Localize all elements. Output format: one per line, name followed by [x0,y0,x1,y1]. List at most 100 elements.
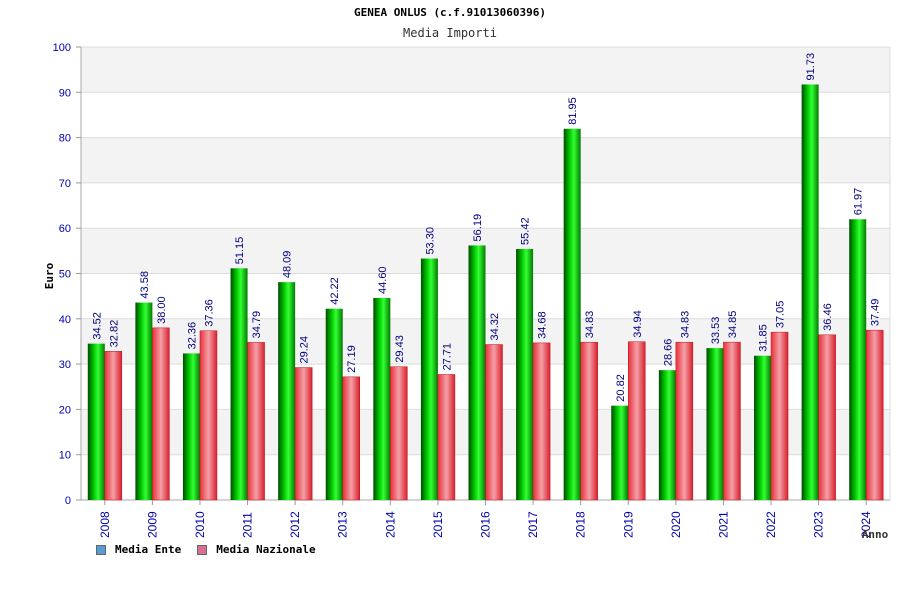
y-tick-label: 100 [53,42,71,54]
data-label-nazionale: 37.49 [870,299,882,327]
data-label-nazionale: 29.24 [299,336,311,364]
bar-media-ente [182,353,200,500]
y-tick-label: 50 [59,269,71,281]
data-label-ente: 31.85 [758,324,770,352]
data-label-ente: 53.30 [424,227,436,255]
bar-media-ente [849,219,867,501]
bar-media-nazionale [580,341,598,501]
data-label-ente: 81.95 [567,97,579,125]
y-tick-label: 20 [59,404,71,416]
legend-item-nazionale: Media Nazionale [197,543,316,556]
bar-media-nazionale [294,367,313,501]
bar-media-nazionale [199,330,218,501]
legend-label-nazionale: Media Nazionale [216,543,316,556]
data-label-nazionale: 32.82 [108,320,120,348]
x-axis-label: Anno [862,528,889,541]
bar-media-ente [801,84,819,500]
data-label-nazionale: 37.05 [775,301,787,329]
legend-swatch-nazionale [197,544,208,555]
bar-media-nazionale [532,342,551,501]
x-tick-label: 2016 [479,511,493,538]
bar-media-ente [658,370,676,500]
bar-media-ente [516,248,534,500]
data-label-nazionale: 34.83 [679,311,691,339]
legend-label-ente: Media Ente [115,543,182,556]
plot-band [81,92,890,138]
data-label-ente: 33.53 [710,317,722,345]
data-label-nazionale: 34.83 [584,311,596,339]
bar-media-ente [706,348,724,500]
data-label-ente: 28.66 [662,339,674,367]
bar-media-nazionale [485,344,503,501]
y-tick-label: 70 [59,178,71,190]
x-tick-label: 2012 [288,511,302,538]
x-tick-label: 2023 [812,511,826,538]
bar-media-ente [468,245,486,500]
data-label-ente: 44.60 [377,266,389,294]
data-label-ente: 48.09 [282,251,294,279]
data-label-nazionale: 38.00 [156,296,168,324]
bar-media-nazionale [628,341,646,501]
y-tick-label: 40 [59,314,71,326]
data-label-ente: 43.58 [139,271,151,299]
bar-media-ente [230,268,248,500]
x-tick-label: 2017 [526,511,540,538]
legend-item-ente: Media Ente [96,543,181,556]
bar-media-nazionale [770,331,789,501]
data-label-nazionale: 29.43 [394,335,406,363]
plot-band [81,137,890,183]
bar-media-nazionale [437,374,456,501]
y-tick-label: 90 [59,87,71,99]
y-tick-label: 0 [65,495,71,507]
data-label-ente: 42.22 [329,277,341,305]
data-label-ente: 61.97 [853,188,865,216]
x-tick-label: 2014 [383,511,397,538]
bar-media-ente [420,258,438,500]
data-label-nazionale: 34.79 [251,311,263,339]
chart-title: GENEA ONLUS (c.f.91013060396) [353,6,547,19]
bar-media-ente [373,297,391,500]
data-label-nazionale: 34.94 [632,310,644,338]
data-label-nazionale: 27.19 [346,345,358,373]
bar-media-nazionale [675,341,694,501]
y-tick-label: 60 [59,223,71,235]
bar-media-ente [325,308,343,500]
x-tick-label: 2013 [336,511,350,538]
data-label-nazionale: 37.36 [203,299,215,327]
x-tick-label: 2008 [98,511,112,538]
data-label-ente: 55.42 [520,217,532,245]
data-label-ente: 51.15 [234,237,246,265]
data-label-ente: 20.82 [615,374,627,402]
data-label-nazionale: 34.68 [537,311,549,339]
x-tick-label: 2011 [241,512,255,538]
data-label-ente: 32.36 [186,322,198,350]
bar-media-nazionale [104,351,123,501]
bar-media-nazionale [342,376,360,501]
data-label-ente: 91.73 [805,53,817,81]
plot-band [81,47,890,93]
bar-media-ente [754,355,772,500]
data-label-ente: 34.52 [91,312,103,340]
bar-media-nazionale [247,342,265,501]
data-label-nazionale: 27.71 [441,343,453,371]
y-tick-label: 30 [59,359,71,371]
bar-media-nazionale [818,334,836,501]
data-label-nazionale: 34.32 [489,313,501,341]
bar-media-nazionale [723,341,741,501]
x-tick-label: 2022 [764,511,778,538]
x-tick-label: 2020 [669,511,683,538]
x-tick-label: 2021 [716,511,730,538]
bar-media-ente [135,302,153,500]
chart-subtitle: Media Importi [403,26,497,40]
x-tick-label: 2024 [859,511,873,538]
x-tick-label: 2009 [145,511,159,538]
legend-swatch-ente [96,544,106,555]
data-label-nazionale: 36.46 [822,303,834,331]
bar-media-nazionale [390,366,408,501]
x-tick-label: 2018 [574,511,588,538]
legend: Media Ente Media Nazionale [96,543,332,556]
bar-media-ente [87,343,105,500]
plot-band [81,182,890,229]
data-label-ente: 56.19 [472,214,484,242]
